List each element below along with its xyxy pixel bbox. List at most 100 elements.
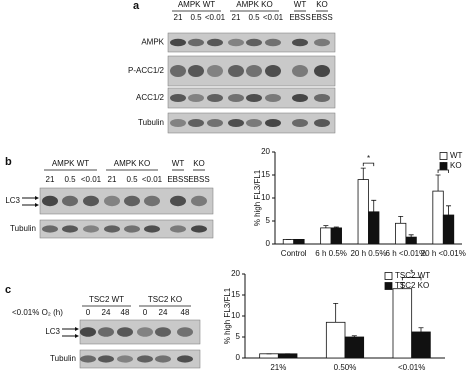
error-bar — [398, 216, 404, 224]
legend-swatch — [384, 272, 393, 280]
lane-label: 0.5 — [190, 13, 202, 22]
blot-band — [246, 65, 262, 77]
group-label: AMPK WT — [52, 159, 89, 168]
error-bar — [371, 199, 377, 212]
blot-band — [265, 119, 281, 127]
blot-band — [314, 119, 330, 127]
blot-band — [314, 38, 330, 47]
lane-label: EBSS — [311, 13, 332, 22]
blot-band — [177, 355, 193, 363]
blot-band — [228, 38, 244, 47]
blot-band — [188, 119, 204, 127]
y-axis-label: % high FL3/FL1 — [253, 169, 262, 226]
lane-label: 21 — [174, 13, 183, 22]
blot-band — [265, 38, 281, 47]
blot-band — [188, 38, 204, 47]
error-bar — [435, 174, 441, 192]
group-label: TSC2 KO — [148, 295, 182, 304]
blot-band — [292, 38, 308, 47]
blot-band — [42, 195, 58, 207]
legend-swatch — [439, 152, 448, 160]
blot-band — [228, 65, 244, 77]
blot-band — [98, 355, 114, 363]
lane-label: <0.01 — [205, 13, 226, 22]
row-label: Tubulin — [50, 354, 76, 363]
blot-band — [155, 327, 171, 337]
bar — [344, 336, 365, 359]
error-bar — [333, 303, 339, 323]
significance-bracket — [362, 162, 375, 167]
x-tick-label: 6 h 0.5% — [315, 249, 347, 258]
group-label: TSC2 WT — [89, 295, 124, 304]
bar — [392, 288, 413, 359]
blot-strip — [167, 112, 336, 134]
lane-label: <0.01 — [263, 13, 284, 22]
blot-band — [170, 119, 186, 127]
error-bar — [418, 327, 424, 332]
blot-band — [207, 94, 223, 102]
lane-label: 48 — [121, 308, 130, 317]
legend-label: TSC2 WT — [395, 271, 430, 280]
lane-label: 0.5 — [126, 175, 138, 184]
blot-band — [155, 355, 171, 363]
arrow-head — [35, 203, 39, 207]
lane-label: 0.5 — [64, 175, 76, 184]
blot-band — [80, 355, 96, 363]
panel-label: b — [5, 156, 12, 168]
group-label: AMPK KO — [114, 159, 150, 168]
blot-band — [246, 119, 262, 127]
lane-label: 0.5 — [248, 13, 260, 22]
lane-label: EBSS — [188, 175, 209, 184]
row-label: LC3 — [5, 196, 20, 205]
significance-label: * — [367, 154, 370, 163]
condition-label: <0.01% O₂ (h) — [12, 308, 63, 317]
y-tick-label: 10 — [261, 193, 270, 202]
blot-band — [170, 38, 186, 47]
lane-label: 24 — [159, 308, 168, 317]
blot-band — [246, 38, 262, 47]
row-label: AMPK — [141, 38, 164, 47]
bar — [320, 227, 332, 245]
y-tick-label: 0 — [266, 239, 271, 248]
lane-label: 21 — [232, 13, 241, 22]
bar — [411, 331, 431, 359]
bar — [282, 238, 295, 245]
bar — [442, 214, 455, 245]
y-tick-label: 0 — [236, 353, 241, 362]
blot-band — [124, 195, 140, 207]
y-axis-label: % high FL3/FL1 — [223, 287, 232, 344]
blot-band — [292, 119, 308, 127]
blot-band — [170, 195, 186, 207]
blot-band — [207, 65, 223, 77]
lane-label: 21 — [108, 175, 117, 184]
x-tick-label: 0.50% — [334, 363, 357, 372]
blot-band — [137, 327, 153, 337]
blot-band — [265, 94, 281, 102]
legend-swatch — [439, 162, 448, 170]
bar — [368, 211, 380, 245]
blot-band — [177, 327, 193, 337]
blot-band — [170, 94, 186, 102]
arrow-head — [75, 327, 79, 331]
error-bar — [446, 205, 452, 216]
row-label: LC3 — [45, 327, 60, 336]
legend-swatch — [384, 282, 393, 290]
group-label: AMPK WT — [178, 0, 215, 9]
error-bar — [399, 282, 405, 289]
x-tick-label: 6 h <0.01% — [386, 249, 427, 258]
row-label: Tubulin — [138, 118, 164, 127]
lane-label: EBSS — [167, 175, 188, 184]
lane-label: 48 — [181, 308, 190, 317]
blot-band — [314, 94, 330, 102]
lane-label: 24 — [102, 308, 111, 317]
lane-label: 0 — [86, 308, 91, 317]
y-tick-label: 20 — [261, 147, 270, 156]
group-label: AMPK KO — [236, 0, 272, 9]
x-tick-label: Control — [281, 249, 307, 258]
y-tick-label: 5 — [236, 332, 241, 341]
blot-band — [117, 327, 133, 337]
blot-band — [62, 195, 78, 207]
blot-band — [228, 119, 244, 127]
blot-band — [42, 225, 58, 233]
